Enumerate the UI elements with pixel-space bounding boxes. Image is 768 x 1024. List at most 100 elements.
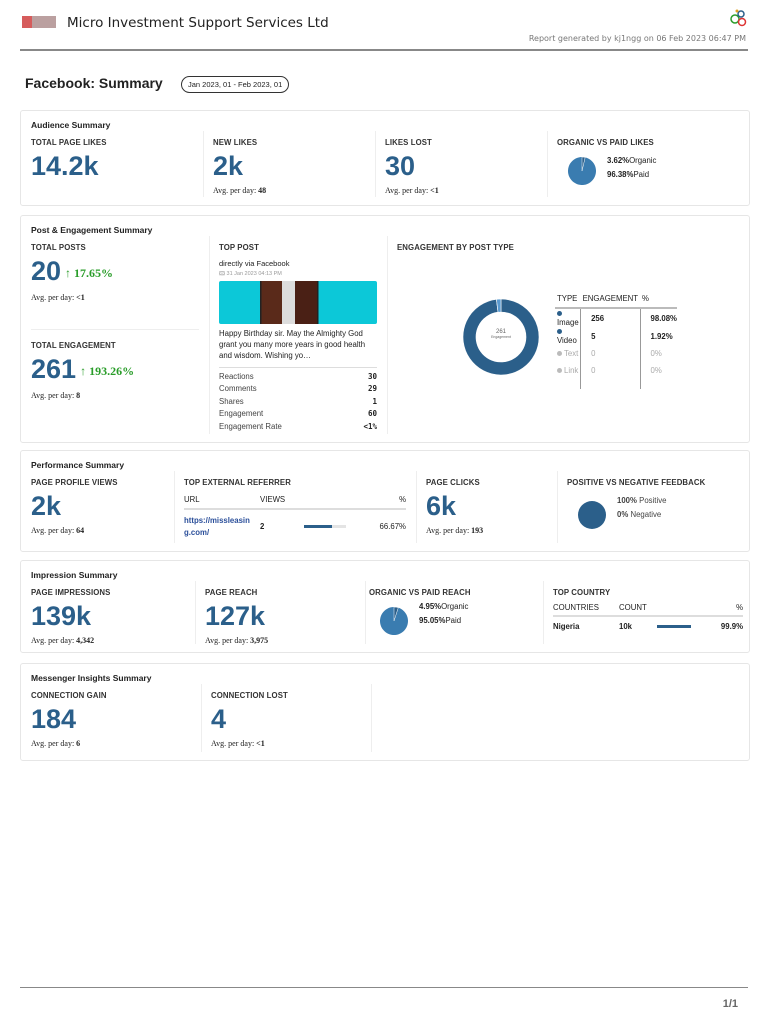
divider [31,328,199,330]
metric-label: TOTAL PAGE LIKES [31,138,107,147]
divider [371,684,372,752]
metric-label: TOP COUNTRY [553,588,611,597]
page-clicks: PAGE CLICKS 6k Avg. per day: 193 [426,478,483,535]
metric-label: PAGE IMPRESSIONS [31,588,111,597]
organic-vs-paid-reach: ORGANIC VS PAID REACH 4.95%Organic 95.05… [369,588,471,635]
messenger-insights-card: Messenger Insights Summary CONNECTION GA… [20,663,750,761]
avg-per-day: Avg. per day: <1 [211,739,265,748]
report-generated-text: Report generated by kj1ngg on 06 Feb 202… [528,34,746,43]
avg-per-day: Avg. per day: <1 [385,186,439,195]
pie-legend: 4.95%Organic 95.05%Paid [419,602,469,625]
legend-dot [557,351,562,357]
engagement-donut-chart [462,298,540,376]
pie-slice [393,606,399,622]
country-table: COUNTRIES COUNT% Nigeria 10k 99.9% [553,599,743,636]
legend-dot [557,368,562,374]
card-title: Messenger Insights Summary [31,673,152,683]
pie-slice [578,501,606,529]
connection-lost: CONNECTION LOST 4 Avg. per day: <1 [211,691,288,748]
engagement-type-row: Image 256 98.08% [555,308,677,327]
metric-value: 4 [211,704,227,734]
metric-value: 14.2k [31,151,99,181]
metric-value: 30 [385,151,416,181]
referrer-link[interactable]: https://missleasing.com/ [184,515,250,537]
metric-value: 6k [426,491,457,521]
card-title: Audience Summary [31,120,111,130]
avg-per-day: Avg. per day: 3,975 [205,636,269,645]
app-logo-icon [730,9,747,27]
post-image[interactable] [219,281,377,324]
post-stat-row: Engagement 60 [219,409,377,419]
metric-label: ENGAGEMENT BY POST TYPE [397,243,514,252]
organic-vs-paid-likes: ORGANIC VS PAID LIKES 3.62%Organic 96.38… [557,138,656,185]
donut-center: 261 Engagement [491,329,511,339]
new-likes: NEW LIKES 2k Avg. per day: 48 [213,138,266,195]
metric-value: 20 [31,256,62,286]
post-text: Happy Birthday sir. May the Almighty God… [219,329,366,360]
metric-label: TOTAL POSTS [31,243,86,252]
pie-slice [581,156,586,172]
divider [365,581,366,644]
divider [375,131,376,197]
divider [174,471,175,543]
card-title: Impression Summary [31,570,118,580]
metric-label: ORGANIC VS PAID REACH [369,588,471,597]
engagement-type-row: Text 0 0% [555,345,677,362]
post-stat-row: Reactions 30 [219,372,377,381]
divider [557,471,558,543]
page-reach: PAGE REACH 127k Avg. per day: 3,975 [205,588,268,645]
organic-paid-pie-chart [568,156,596,185]
page-profile-views: PAGE PROFILE VIEWS 2k Avg. per day: 64 [31,478,118,535]
post-engagement-card: Post & Engagement Summary TOTAL POSTS 20… [20,215,750,443]
metric-label: TOTAL ENGAGEMENT [31,340,116,350]
metric-value: 2k [31,491,62,521]
page-number: 1/1 [722,998,738,1010]
metric-label: NEW LIKES [213,138,258,147]
country-bar [657,625,691,629]
pie-legend: 3.62%Organic 96.38%Paid [607,156,657,179]
metric-label: ORGANIC VS PAID LIKES [557,138,654,147]
avg-per-day: Avg. per day: 8 [31,390,81,400]
legend-dot [557,311,562,317]
growth-indicator: ↑ 17.65% [65,265,114,280]
divider [219,367,377,368]
pie-legend: 100% Positive 0% Negative [617,496,667,519]
referrer-bar [304,525,346,529]
audience-summary-card: Audience Summary TOTAL PAGE LIKES 14.2k … [20,110,750,206]
metric-label: CONNECTION LOST [211,691,288,700]
impression-summary-card: Impression Summary PAGE IMPRESSIONS 139k… [20,560,750,653]
engagement-type-table: TYPE ENGAGEMENT% Image 256 98.08% Video 5 1.92%… [555,290,677,389]
divider [416,471,417,543]
divider [547,131,548,197]
organic-paid-reach-pie-chart [380,606,408,635]
metric-value: 127k [205,601,266,631]
metric-label: PAGE PROFILE VIEWS [31,478,118,487]
connection-gain: CONNECTION GAIN 184 Avg. per day: 6 [31,691,107,748]
performance-summary-card: Performance Summary PAGE PROFILE VIEWS 2… [20,450,750,552]
post-stats: Reactions 30 Comments 29 Shares 1 Engagement 60… [219,371,377,433]
post-source: directly via Facebook [219,259,290,268]
divider [203,131,204,197]
metric-value: 261 [31,353,77,384]
metric-label: POSITIVE VS NEGATIVE FEEDBACK [567,478,706,487]
total-page-likes: TOTAL PAGE LIKES 14.2k [31,138,107,182]
image-icon: 🖾 [219,271,225,277]
company-name: Micro Investment Support Services Ltd [67,15,329,31]
page-title: Facebook: Summary [25,75,163,91]
card-title: Performance Summary [31,460,125,470]
engagement-type-row: Video 5 1.92% [555,327,677,345]
top-external-referrer: TOP EXTERNAL REFERRER URL VIEWS% https://m… [184,478,409,543]
engagement-by-post-type: ENGAGEMENT BY POST TYPE 261 Engagement TY… [397,243,747,389]
column-header: ENGAGEMENT [582,294,639,303]
metric-label: TOP EXTERNAL REFERRER [184,478,291,487]
column-header: % [642,294,649,303]
legend-dot [557,329,562,335]
donut-segment [462,298,540,376]
metric-label: CONNECTION GAIN [31,691,107,700]
avg-per-day: Avg. per day: 4,342 [31,636,95,645]
likes-lost: LIKES LOST 30 Avg. per day: <1 [385,138,439,195]
divider [209,236,210,434]
card-title: Post & Engagement Summary [31,225,153,235]
post-date: 🖾 31 Jan 2023 04:13 PM [219,271,282,277]
metric-label: PAGE CLICKS [426,478,480,487]
